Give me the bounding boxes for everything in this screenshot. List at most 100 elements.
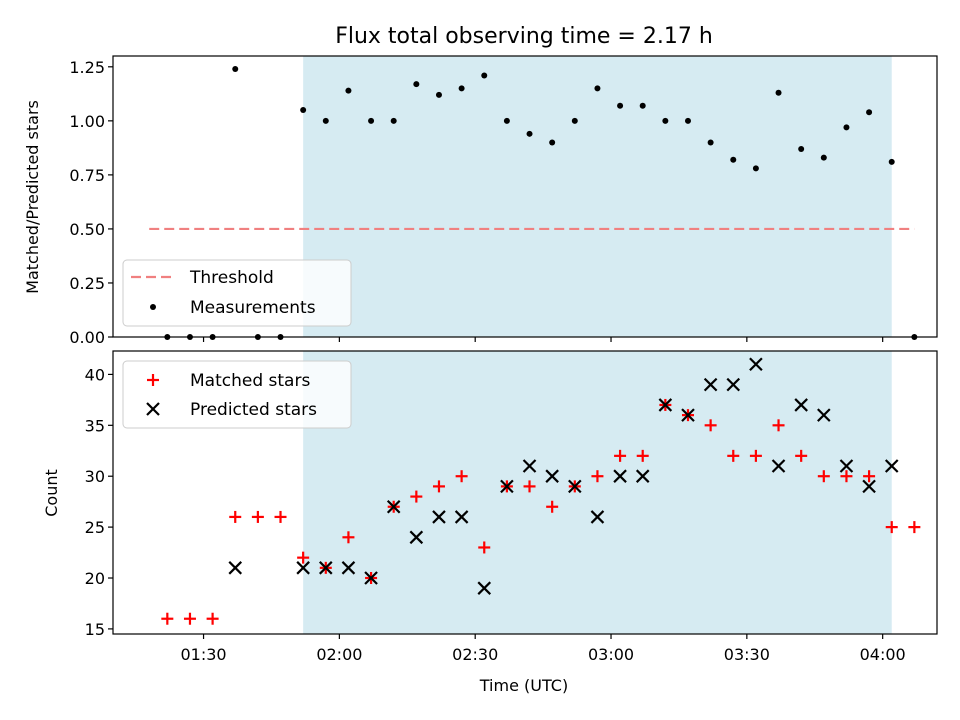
measurement-point [798, 145, 805, 152]
matched-star-point [342, 531, 355, 544]
y-axis-ticks: 0.00 0.25 0.50 0.75 1.00 1.25 [69, 58, 113, 347]
predicted-star-point [500, 479, 514, 494]
x-tick-label: 03:30 [724, 645, 770, 664]
axes-frame [112, 55, 938, 338]
legend-matched-label: Matched stars [190, 371, 310, 391]
predicted-star-point [613, 469, 627, 483]
y-tick-label: 40 [85, 365, 105, 384]
matched-star-point [772, 419, 785, 432]
predicted-star-point [364, 571, 378, 585]
measurement-point [888, 158, 895, 165]
chart-title: Flux total observing time = 2.17 h [335, 24, 713, 49]
measurement-point [617, 102, 624, 109]
y-tick-label: 15 [85, 620, 105, 639]
predicted-star-point [341, 561, 356, 575]
predicted-star-point [681, 408, 695, 422]
matched-star-point [410, 490, 423, 503]
ratio-panel: Flux total observing time = 2.17 h 0.000… [23, 24, 938, 347]
predicted-star-point [817, 408, 831, 422]
y-axis-ticks: 15 20 25 30 35 40 [85, 365, 113, 639]
predicted-star-point [522, 459, 537, 473]
predicted-star-point [296, 561, 310, 575]
measurement-point [730, 156, 737, 163]
measurement-point [707, 139, 714, 146]
predicted-star-point [386, 499, 401, 514]
matched-star-point [840, 470, 853, 483]
measurement-point [503, 117, 510, 124]
matched-star-point [478, 541, 491, 554]
matched-star-point [817, 470, 830, 483]
predicted-star-point [409, 530, 424, 545]
measurement-point [820, 154, 827, 161]
matched-star-point [432, 480, 445, 493]
matched-star-point [795, 449, 808, 462]
matched-star-point [749, 449, 762, 462]
predicted-star-point [839, 459, 854, 473]
observing-span-shade [303, 351, 892, 634]
measurement-point [775, 89, 782, 96]
predicted-star-point [319, 561, 333, 575]
measurement-point [458, 85, 465, 92]
predicted-star-point [771, 459, 786, 473]
matched-star-point [523, 480, 536, 493]
legend-threshold-label: Threshold [189, 268, 274, 288]
matched-star-point [614, 449, 627, 462]
matched-star-point [206, 612, 219, 625]
measurement-point [390, 117, 397, 124]
x-axis-ticks [202, 337, 884, 342]
legend-measurements-swatch [150, 304, 156, 310]
matched-star-point [885, 521, 898, 534]
predicted-star-point [884, 459, 899, 473]
measurement-point [526, 130, 533, 137]
measurement-point [866, 109, 873, 116]
x-tick-label: 02:00 [316, 645, 362, 664]
predicted-star-point [432, 510, 446, 524]
matched-star-point [274, 510, 287, 523]
y-tick-label: 0.50 [69, 220, 105, 239]
measurement-point [232, 65, 239, 72]
measurement-point [481, 72, 488, 79]
measurement-point [571, 117, 578, 124]
matched-star-point [251, 510, 264, 523]
matched-star-point [546, 500, 559, 513]
y-tick-label: 1.00 [69, 112, 105, 131]
x-axis-ticks: 01:30 02:00 02:30 03:00 03:30 04:00 [180, 634, 906, 664]
y-tick-label: 25 [85, 518, 105, 537]
legend-predicted-swatch [146, 402, 160, 416]
x-axis-label: Time (UTC) [479, 676, 568, 695]
predicted-star-point [703, 377, 718, 392]
count-panel: 15 20 25 30 35 40 01:30 02:00 02:30 03:00 03:30 04… [42, 350, 938, 695]
predicted-star-point [454, 510, 469, 524]
measurement-point [594, 85, 601, 92]
matched-star-point [727, 449, 740, 462]
legend-measurements-label: Measurements [190, 298, 316, 318]
matched-star-point [863, 470, 876, 483]
measurement-point [413, 81, 420, 88]
y-tick-label: 35 [85, 416, 105, 435]
legend: Threshold Measurements [122, 259, 352, 327]
x-tick-label: 04:00 [860, 645, 906, 664]
measurement-point [662, 117, 669, 124]
matched-star-point [183, 612, 196, 625]
matched-star-point [704, 419, 717, 432]
predicted-star-point [658, 398, 673, 412]
x-tick-label: 02:30 [452, 645, 498, 664]
x-tick-label: 01:30 [180, 645, 226, 664]
predicted-star-point [726, 377, 741, 392]
predicted-star-point [568, 479, 582, 494]
y-tick-label: 0.75 [69, 166, 105, 185]
predicted-star-point [862, 479, 876, 494]
predicted-star-point [635, 469, 650, 483]
matched-star-point [636, 449, 649, 462]
x-tick-label: 03:00 [588, 645, 634, 664]
y-tick-label: 0.25 [69, 274, 105, 293]
matched-star-point [229, 510, 242, 523]
legend-predicted-label: Predicted stars [190, 400, 317, 420]
predicted-star-point [794, 398, 808, 412]
y-axis-label: Count [42, 469, 61, 517]
legend-matched-swatch [147, 374, 159, 386]
measurement-point [549, 139, 556, 146]
legend: Matched stars Predicted stars [122, 360, 352, 429]
y-tick-label: 30 [85, 467, 105, 486]
